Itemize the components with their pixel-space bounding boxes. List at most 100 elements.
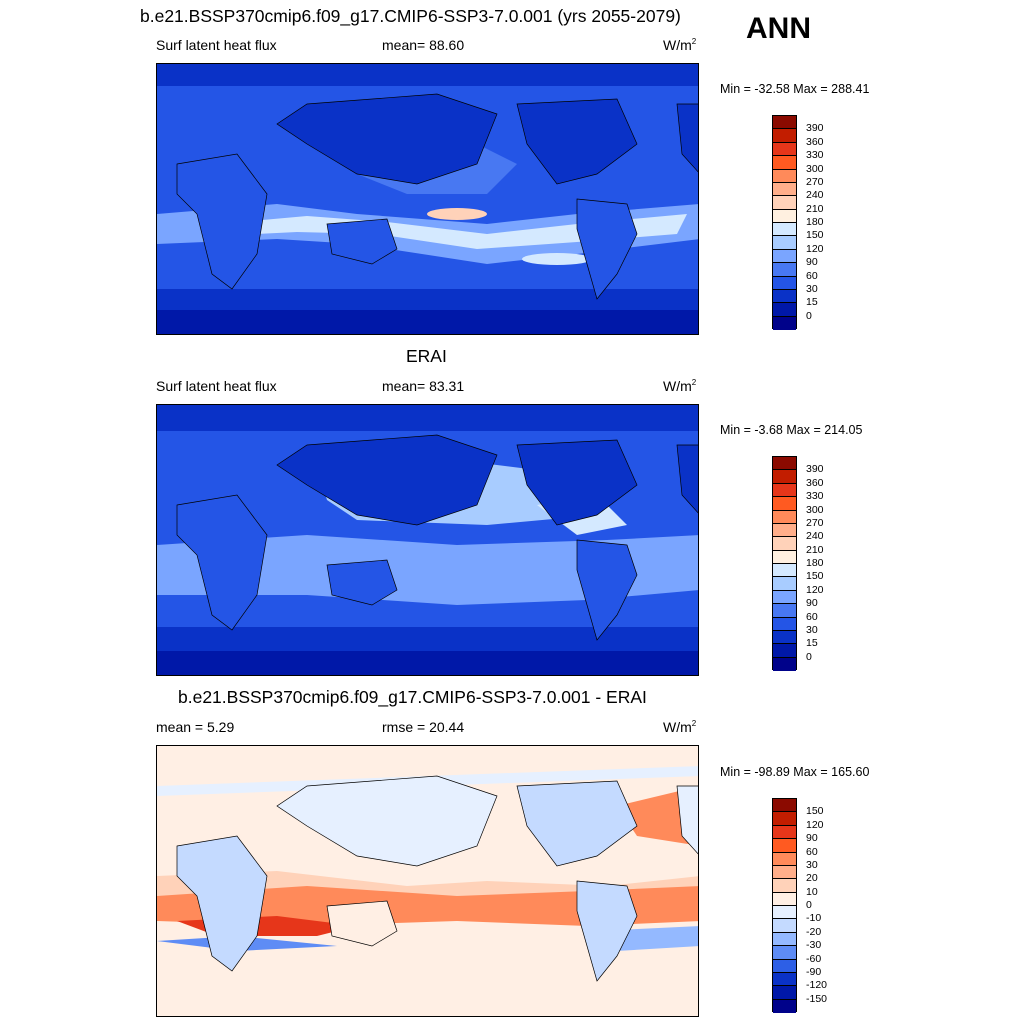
figure-title: b.e21.BSSP370cmip6.f09_g17.CMIP6-SSP3-7.… xyxy=(140,6,681,26)
panel1-map xyxy=(156,63,699,335)
panel3-map-field xyxy=(157,746,698,1016)
panel2-title: ERAI xyxy=(406,346,447,366)
colorbar-tick-label: 120 xyxy=(806,818,824,831)
colorbar-tick-label: 390 xyxy=(806,463,824,476)
colorbar-tick-label: 10 xyxy=(806,885,818,898)
colorbar-segment xyxy=(773,276,796,290)
colorbar-segment xyxy=(773,590,796,605)
colorbar-tick-label: 0 xyxy=(806,309,812,322)
colorbar-segment xyxy=(773,892,796,906)
panel3-unit-label: W/m2 xyxy=(663,719,697,735)
colorbar-segment xyxy=(773,799,796,813)
colorbar-tick-label: 390 xyxy=(806,122,824,135)
colorbar-segment xyxy=(773,129,796,143)
colorbar-segment xyxy=(773,564,796,578)
panel2-map-field xyxy=(157,405,698,675)
panel1-map-field xyxy=(157,64,698,334)
colorbar-tick-label: 90 xyxy=(806,597,818,610)
colorbar-segment xyxy=(773,577,796,591)
colorbar-tick-label: 210 xyxy=(806,543,824,556)
colorbar-tick-label: 240 xyxy=(806,189,824,202)
colorbar-tick-label: 120 xyxy=(806,242,824,255)
colorbar-tick-label: 150 xyxy=(806,229,824,242)
colorbar-tick-label: 330 xyxy=(806,149,824,162)
colorbar-segment xyxy=(773,303,796,317)
colorbar-segment xyxy=(773,156,796,170)
colorbar-tick-label: 15 xyxy=(806,296,818,309)
colorbar-segment xyxy=(773,919,796,933)
colorbar-tick-label: 90 xyxy=(806,832,818,845)
colorbar-segment xyxy=(773,316,796,330)
colorbar-segment xyxy=(773,209,796,223)
colorbar-segment xyxy=(773,617,796,631)
colorbar-tick-label: 0 xyxy=(806,899,812,911)
colorbar-segment xyxy=(773,865,796,880)
season-label: ANN xyxy=(746,12,811,45)
colorbar-tick-label: 30 xyxy=(806,282,818,295)
panel3-title: b.e21.BSSP370cmip6.f09_g17.CMIP6-SSP3-7.… xyxy=(178,687,647,707)
colorbar-tick-label: 30 xyxy=(806,623,818,636)
panel3-colorbar xyxy=(772,798,797,1013)
colorbar-segment xyxy=(773,604,796,618)
colorbar-segment xyxy=(773,839,796,853)
colorbar-segment xyxy=(773,116,796,130)
colorbar-segment xyxy=(773,196,796,210)
colorbar-tick-label: 60 xyxy=(806,845,818,858)
colorbar-segment xyxy=(773,523,796,538)
colorbar-tick-label: 180 xyxy=(806,557,824,569)
colorbar-segment xyxy=(773,263,796,277)
colorbar-tick-label: -90 xyxy=(806,965,822,978)
colorbar-tick-label: 270 xyxy=(806,516,824,529)
colorbar-tick-label: 210 xyxy=(806,202,824,215)
colorbar-segment xyxy=(773,630,796,645)
colorbar-segment xyxy=(773,142,796,157)
panel1-colorbar xyxy=(772,115,797,330)
colorbar-segment xyxy=(773,825,796,840)
panel3-rmse-label: rmse = 20.44 xyxy=(382,719,465,735)
colorbar-segment xyxy=(773,986,796,1000)
colorbar-tick-label: 360 xyxy=(806,476,824,489)
colorbar-tick-label: 0 xyxy=(806,650,812,663)
colorbar-segment xyxy=(773,249,796,264)
colorbar-segment xyxy=(773,906,796,920)
panel1-minmax: Min = -32.58 Max = 288.41 xyxy=(720,82,870,96)
panel1-variable-label: Surf latent heat flux xyxy=(156,37,277,53)
colorbar-tick-label: 90 xyxy=(806,256,818,269)
colorbar-segment xyxy=(773,182,796,197)
colorbar-segment xyxy=(773,879,796,893)
panel3-map xyxy=(156,745,699,1017)
panel2-colorbar xyxy=(772,456,797,671)
colorbar-tick-label: 270 xyxy=(806,175,824,188)
colorbar-tick-label: 15 xyxy=(806,637,818,650)
colorbar-tick-label: 60 xyxy=(806,269,818,282)
colorbar-tick-label: -60 xyxy=(806,952,822,965)
colorbar-segment xyxy=(773,852,796,866)
colorbar-tick-label: 360 xyxy=(806,135,824,148)
colorbar-segment xyxy=(773,644,796,658)
colorbar-segment xyxy=(773,497,796,511)
panel2-mean-label: mean= 83.31 xyxy=(382,378,465,394)
colorbar-segment xyxy=(773,657,796,671)
colorbar-tick-label: -150 xyxy=(806,992,828,1005)
colorbar-tick-label: 150 xyxy=(806,805,824,818)
panel2-variable-label: Surf latent heat flux xyxy=(156,378,277,394)
colorbar-tick-label: 330 xyxy=(806,490,824,503)
colorbar-tick-label: 300 xyxy=(806,503,824,516)
colorbar-tick-label: 30 xyxy=(806,858,818,871)
colorbar-tick-label: 20 xyxy=(806,872,818,885)
colorbar-segment xyxy=(773,236,796,250)
panel3-mean-label: mean = 5.29 xyxy=(156,719,235,735)
colorbar-tick-label: -10 xyxy=(806,912,822,925)
panel1-mean-label: mean= 88.60 xyxy=(382,37,465,53)
panel2-unit-label: W/m2 xyxy=(663,378,697,394)
panel2-minmax: Min = -3.68 Max = 214.05 xyxy=(720,423,863,437)
panel2-map xyxy=(156,404,699,676)
colorbar-tick-label: -120 xyxy=(806,979,828,992)
colorbar-segment xyxy=(773,289,796,304)
colorbar-segment xyxy=(773,812,796,826)
panel1-unit-label: W/m2 xyxy=(663,37,697,53)
colorbar-tick-label: -30 xyxy=(806,939,822,952)
colorbar-tick-label: 150 xyxy=(806,570,824,583)
colorbar-segment xyxy=(773,470,796,484)
colorbar-tick-label: 180 xyxy=(806,216,824,228)
